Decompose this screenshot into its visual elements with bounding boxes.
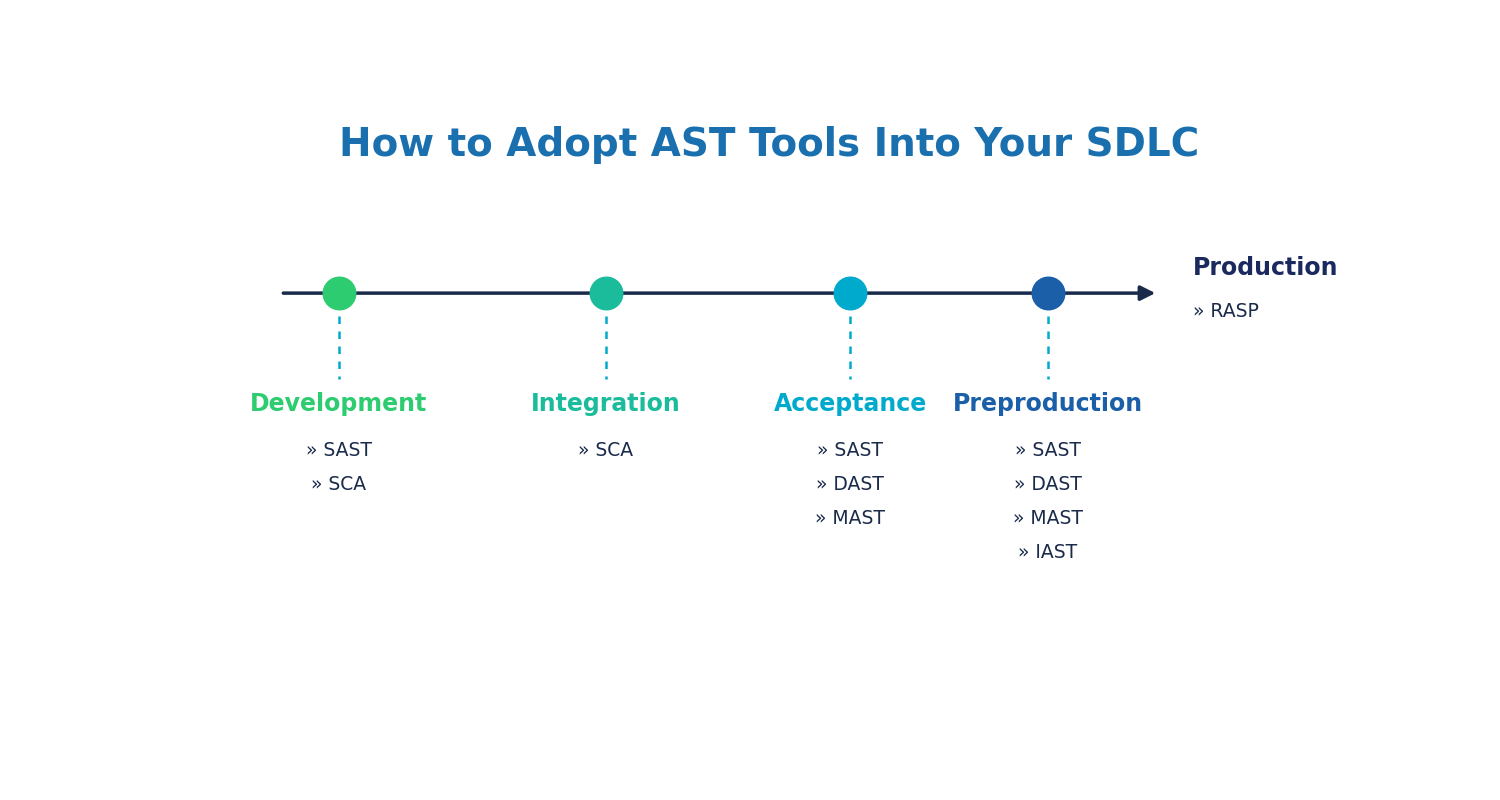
Text: » SAST: » SAST	[818, 441, 884, 460]
Text: Integration: Integration	[531, 392, 681, 416]
Text: Development: Development	[251, 392, 428, 416]
Text: » SAST: » SAST	[1014, 441, 1080, 460]
Text: Acceptance: Acceptance	[774, 392, 927, 416]
Text: » DAST: » DAST	[816, 475, 884, 494]
Text: How to Adopt AST Tools Into Your SDLC: How to Adopt AST Tools Into Your SDLC	[339, 126, 1198, 164]
Text: » SCA: » SCA	[310, 475, 366, 494]
Text: Production: Production	[1192, 257, 1338, 281]
Text: » MAST: » MAST	[1013, 509, 1083, 528]
Text: » SCA: » SCA	[579, 441, 633, 460]
Text: » MAST: » MAST	[815, 509, 885, 528]
Point	[839, 286, 862, 299]
Point	[1035, 286, 1059, 299]
Text: » DAST: » DAST	[1014, 475, 1082, 494]
Point	[594, 286, 618, 299]
Text: » SAST: » SAST	[306, 441, 372, 460]
Text: » RASP: » RASP	[1192, 302, 1258, 321]
Text: » IAST: » IAST	[1019, 542, 1077, 562]
Point	[327, 286, 351, 299]
Text: Preproduction: Preproduction	[952, 392, 1143, 416]
